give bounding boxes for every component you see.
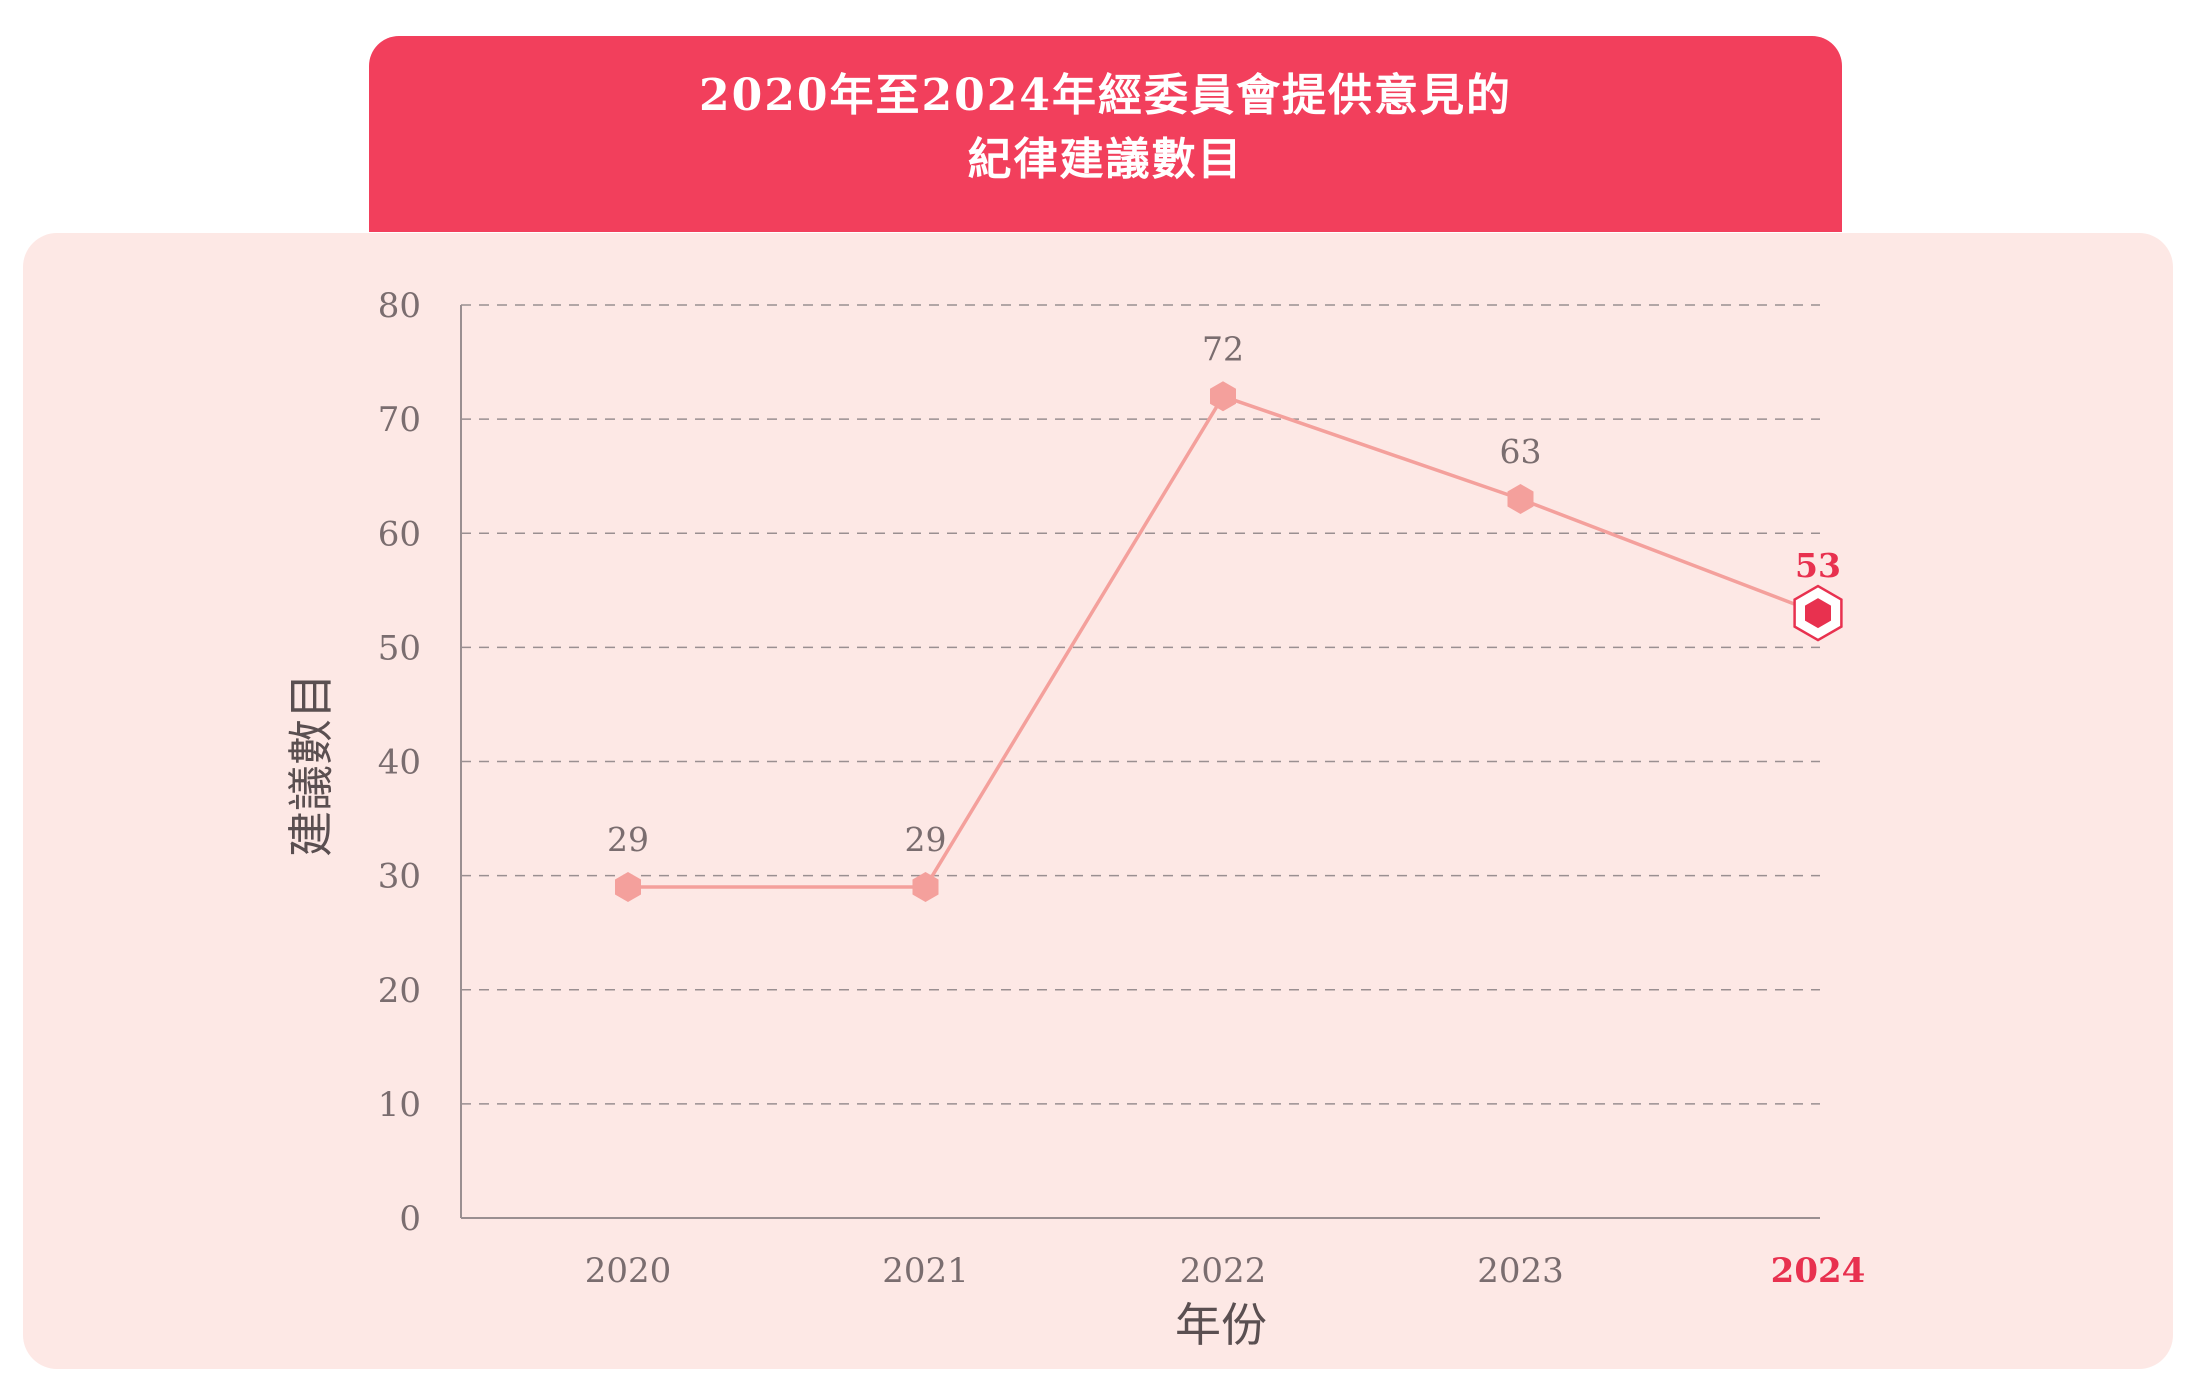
y-tick-label: 20 bbox=[378, 971, 421, 1011]
y-tick-label: 70 bbox=[378, 400, 421, 440]
y-tick-label: 40 bbox=[378, 743, 421, 783]
chart-title-banner: 2020年至2024年經委員會提供意見的 紀律建議數目 bbox=[369, 36, 1842, 232]
chart-panel bbox=[23, 233, 2173, 1369]
x-tick-label: 2024 bbox=[1771, 1251, 1866, 1291]
data-label: 29 bbox=[607, 820, 649, 859]
y-tick-label: 80 bbox=[378, 286, 421, 326]
data-label: 63 bbox=[1500, 432, 1542, 471]
x-tick-label: 2023 bbox=[1477, 1251, 1564, 1291]
y-tick-label: 30 bbox=[378, 857, 421, 897]
y-axis-title: 建議數目 bbox=[284, 673, 338, 857]
series-line bbox=[628, 394, 1819, 889]
y-tick-label: 60 bbox=[378, 514, 421, 554]
x-tick-label: 2022 bbox=[1180, 1251, 1267, 1291]
x-tick-label: 2021 bbox=[882, 1251, 969, 1291]
data-point bbox=[1805, 598, 1831, 629]
data-point bbox=[1507, 484, 1534, 514]
x-tick-label: 2020 bbox=[585, 1251, 672, 1291]
x-axis-title: 年份 bbox=[1175, 1298, 1267, 1352]
y-tick-label: 0 bbox=[399, 1199, 421, 1239]
chart-title-line-1: 2020年至2024年經委員會提供意見的 bbox=[699, 70, 1512, 121]
y-tick-label: 10 bbox=[378, 1085, 421, 1125]
chart-title-line-2: 紀律建議數目 bbox=[967, 134, 1244, 185]
data-label: 53 bbox=[1795, 546, 1841, 585]
y-tick-label: 50 bbox=[378, 628, 421, 668]
data-point bbox=[1210, 381, 1236, 412]
data-point bbox=[615, 872, 641, 902]
data-label: 72 bbox=[1202, 329, 1244, 368]
data-point bbox=[912, 872, 939, 902]
data-label: 29 bbox=[905, 820, 947, 859]
